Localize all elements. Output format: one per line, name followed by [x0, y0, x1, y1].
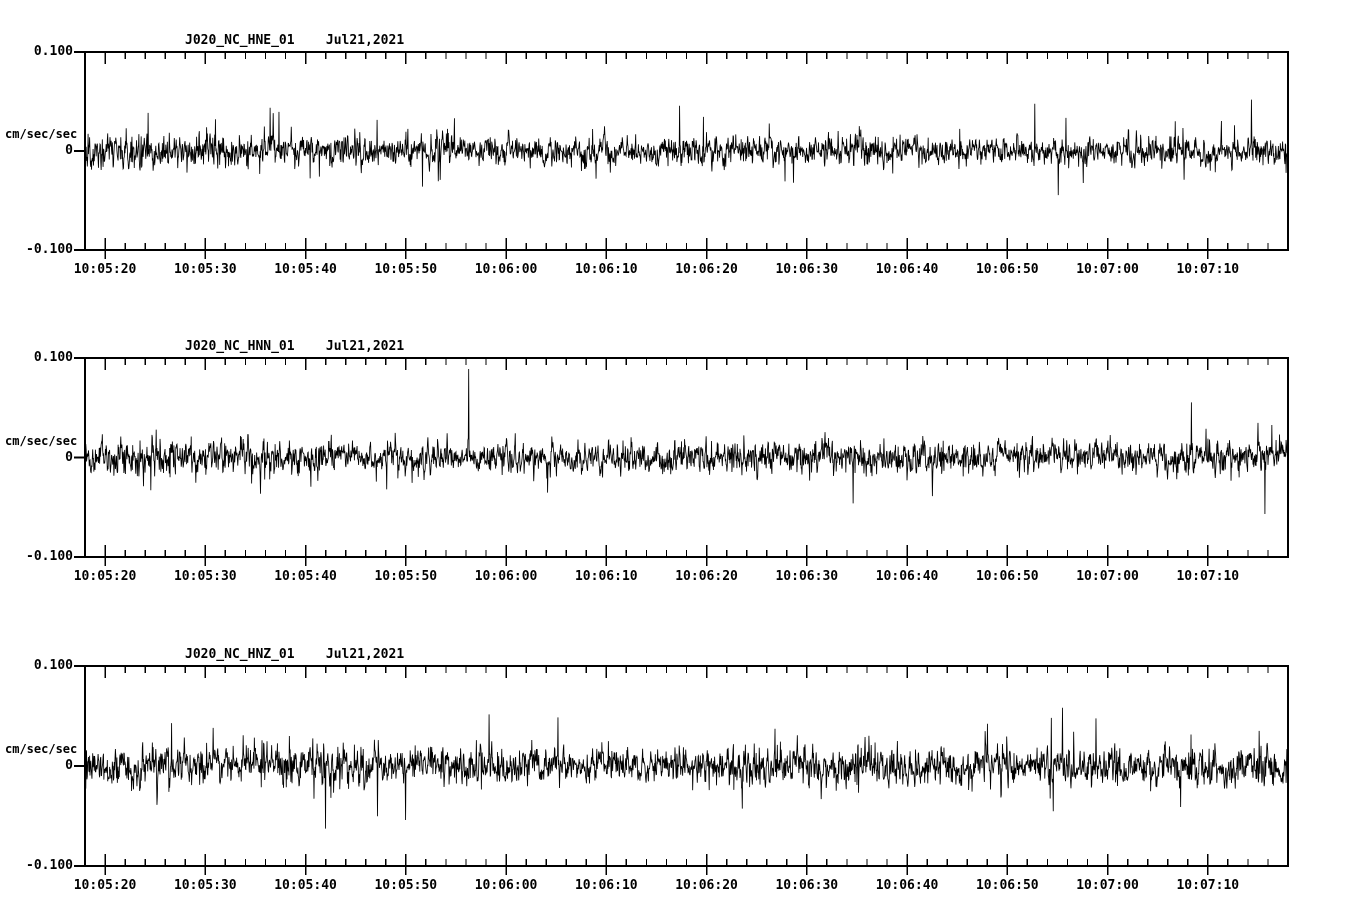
y-axis-unit-label: cm/sec/sec	[5, 127, 78, 141]
x-tick-label: 10:06:30	[775, 569, 839, 584]
x-tick-label: 10:06:10	[574, 262, 638, 277]
x-tick-label: 10:07:00	[1076, 262, 1139, 277]
plot-title: J020_NC_HNZ_01 Jul21,2021	[185, 647, 405, 662]
waveform-trace	[84, 707, 1289, 829]
x-tick-label: 10:05:40	[274, 878, 337, 893]
x-tick-label: 10:06:10	[574, 878, 638, 893]
x-tick-label: 10:06:00	[474, 878, 538, 893]
x-tick-label: 10:05:50	[374, 262, 438, 277]
x-tick-label: 10:05:50	[374, 569, 438, 584]
x-tick-label: 10:06:00	[474, 569, 538, 584]
y-tick-label: 0	[65, 449, 73, 465]
x-tick-label: 10:06:20	[675, 878, 738, 893]
x-tick-label: 10:05:30	[173, 262, 237, 277]
x-tick-label: 10:05:20	[73, 262, 137, 277]
x-tick-label: 10:05:40	[274, 262, 337, 277]
y-tick-label: 0	[65, 143, 73, 158]
waveform-trace	[84, 368, 1289, 514]
x-tick-label: 10:06:30	[775, 262, 839, 277]
x-tick-label: 10:06:00	[474, 262, 538, 277]
x-tick-label: 10:05:20	[73, 569, 137, 584]
y-axis-unit-label: cm/sec/sec	[5, 433, 78, 448]
x-tick-label: 10:06:20	[675, 569, 738, 584]
x-tick-label: 10:07:10	[1176, 878, 1240, 893]
plot-area	[74, 357, 1289, 566]
x-tick-label: 10:07:00	[1076, 569, 1139, 584]
y-tick-label: 0.100	[33, 44, 73, 59]
x-tick-label: 10:06:50	[975, 878, 1039, 893]
x-tick-label: 10:07:00	[1076, 878, 1139, 893]
plot-area	[74, 51, 1289, 259]
y-tick-label: 0.100	[33, 350, 73, 365]
x-tick-label: 10:06:50	[975, 569, 1039, 584]
y-tick-label: 0	[65, 758, 73, 773]
x-tick-label: 10:05:20	[73, 878, 137, 893]
x-tick-label: 10:06:40	[875, 569, 939, 584]
x-tick-label: 10:07:10	[1176, 569, 1240, 584]
x-tick-label: 10:07:10	[1176, 262, 1240, 277]
x-tick-label: 10:05:30	[173, 569, 237, 584]
x-tick-label: 10:05:50	[374, 878, 438, 893]
plot-title: J020_NC_HNE_01 Jul21,2021	[185, 33, 405, 48]
waveform-trace	[84, 99, 1289, 196]
x-tick-label: 10:05:40	[274, 569, 337, 584]
y-tick-label: -0.100	[26, 549, 73, 564]
y-tick-label: -0.100	[26, 858, 73, 873]
x-tick-label: 10:06:50	[975, 262, 1039, 277]
plot-area	[74, 665, 1289, 875]
plot-title: J020_NC_HNN_01 Jul21,2021	[185, 339, 405, 354]
x-tick-label: 10:06:20	[675, 262, 738, 277]
x-tick-label: 10:06:40	[875, 262, 939, 277]
y-tick-label: -0.100	[26, 242, 73, 257]
x-tick-label: 10:05:30	[173, 878, 237, 893]
x-tick-label: 10:06:30	[775, 878, 839, 893]
y-tick-label: 0.100	[33, 658, 73, 673]
x-tick-label: 10:06:10	[574, 569, 638, 584]
x-tick-label: 10:06:40	[875, 878, 939, 893]
y-axis-unit-label: cm/sec/sec	[5, 742, 78, 756]
